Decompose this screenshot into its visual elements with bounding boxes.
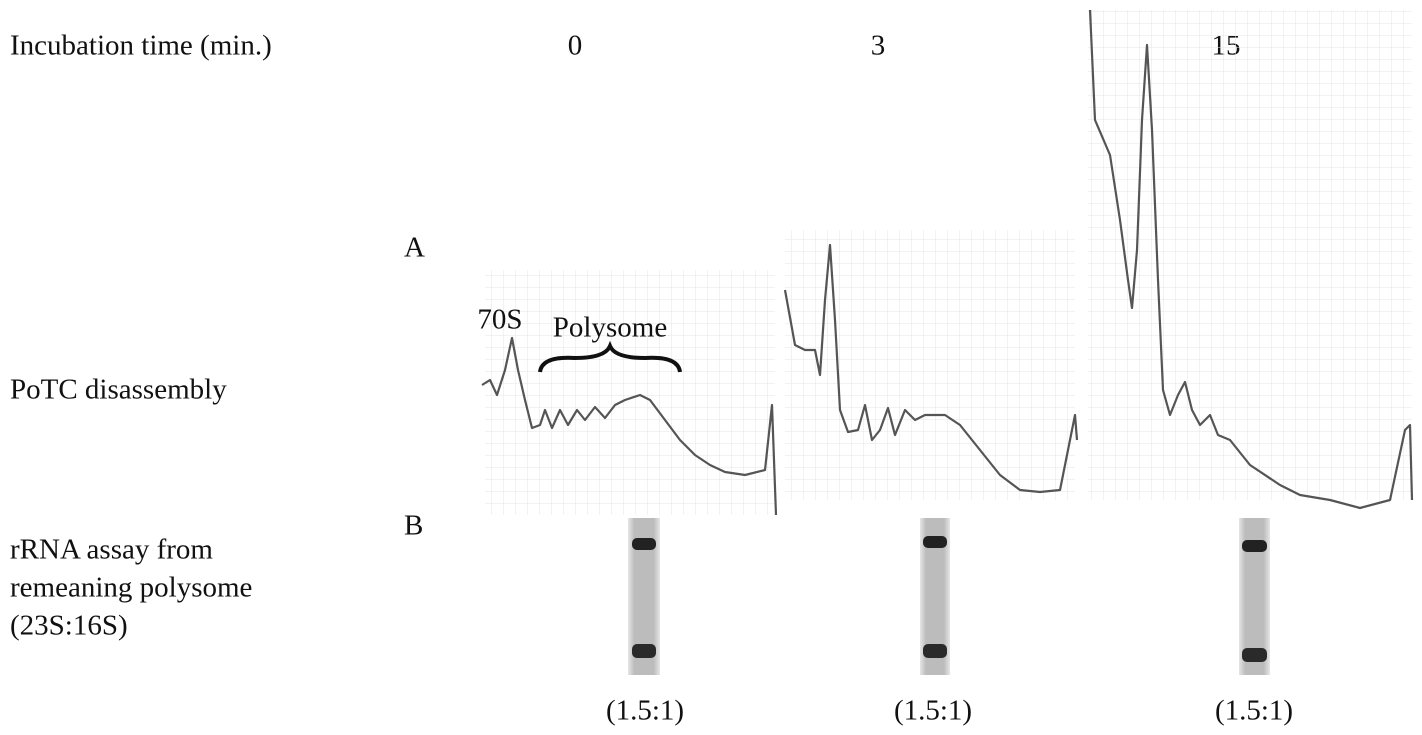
ratio-label: (1.5:1): [1215, 695, 1293, 727]
row-label: rRNA assay from: [10, 534, 213, 566]
time-label: 3: [871, 30, 886, 62]
time-label: 0: [568, 30, 583, 62]
panel-label: A: [404, 232, 425, 264]
gel-lane: [1239, 518, 1270, 675]
row-label: Incubation time (min.): [10, 30, 272, 62]
row-label: PoTC disassembly: [10, 374, 227, 406]
panel-label: B: [404, 510, 423, 542]
annotation: 70S: [477, 304, 522, 336]
annotation: Polysome: [553, 312, 667, 344]
ratio-label: (1.5:1): [606, 695, 684, 727]
row-label: (23S:16S): [10, 610, 128, 642]
ratio-label: (1.5:1): [894, 695, 972, 727]
gel-lane: [920, 518, 950, 675]
row-label: remeaning polysome: [10, 572, 252, 604]
page: {"row_labels": {"incubation": "Incubatio…: [0, 0, 1422, 730]
figure: Incubation time (min.) 0 3 15 A B PoTC d…: [0, 0, 1422, 730]
chart-paper: [485, 270, 775, 515]
gel-lane: [628, 518, 660, 675]
